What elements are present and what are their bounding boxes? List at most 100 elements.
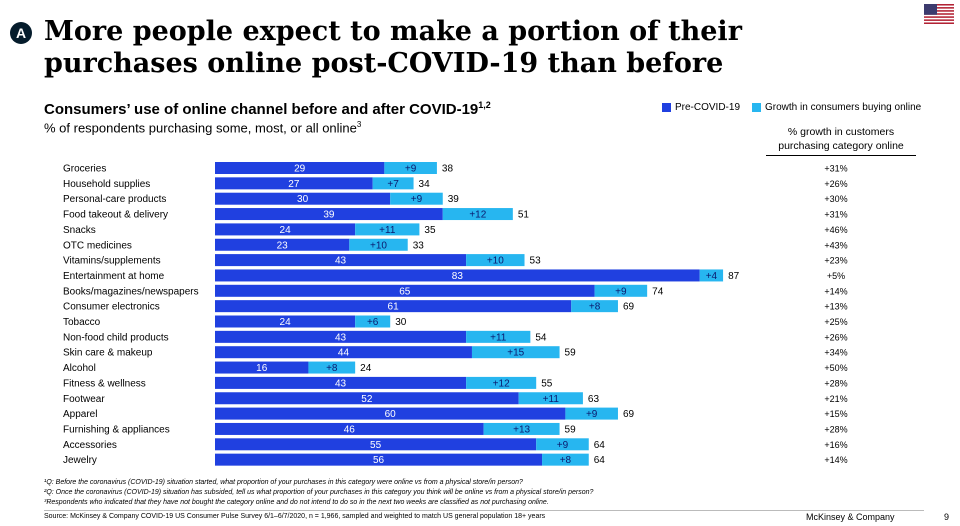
growth-value-label: +9 [586, 409, 598, 420]
total-value-label: 63 [588, 394, 600, 405]
bar-growth [372, 177, 414, 190]
us-flag-icon [924, 4, 954, 24]
bar-pre-covid [215, 208, 443, 221]
bar-pre-covid [215, 223, 356, 236]
total-value-label: 34 [419, 179, 431, 190]
legend-pre-label: Pre-COVID-19 [675, 102, 741, 113]
category-label: Skin care & makeup [63, 348, 153, 359]
growth-percent-label: +23% [824, 256, 847, 266]
growth-percent-label: +50% [824, 363, 847, 373]
bar-pre-covid [215, 192, 391, 205]
bar-growth [699, 269, 724, 282]
total-value-label: 38 [442, 164, 454, 175]
pre-value-label: 43 [335, 332, 347, 343]
bar-pre-covid [215, 162, 385, 174]
growth-percent-label: +13% [824, 302, 847, 312]
total-value-label: 39 [448, 194, 460, 205]
total-value-label: 64 [594, 440, 606, 451]
total-value-label: 74 [652, 286, 664, 297]
bar-growth [565, 407, 618, 420]
bar-pre-covid [215, 346, 472, 359]
pre-value-label: 60 [385, 409, 397, 420]
total-value-label: 30 [395, 317, 407, 328]
page-title: More people expect to make a portion of … [44, 16, 742, 79]
total-value-label: 69 [623, 409, 635, 420]
pre-value-label: 29 [294, 164, 306, 175]
category-label: Vitamins/supplements [63, 256, 161, 267]
pre-value-label: 44 [338, 348, 350, 359]
growth-percent-label: +26% [824, 332, 847, 342]
growth-value-label: +8 [326, 363, 338, 374]
category-label: Alcohol [63, 363, 96, 374]
category-label: Entertainment at home [63, 271, 165, 282]
pre-value-label: 55 [370, 440, 382, 451]
growth-value-label: +13 [513, 424, 530, 435]
growth-percent-label: +16% [824, 440, 847, 450]
legend-pre: Pre-COVID-19 [662, 102, 740, 113]
category-label: Household supplies [63, 179, 150, 190]
growth-percent-label: +31% [824, 210, 847, 220]
growth-header-line1: % growth in customers [787, 126, 895, 138]
category-label: Groceries [63, 164, 106, 175]
growth-percent-label: +14% [824, 286, 847, 296]
growth-percent-label: +28% [824, 424, 847, 434]
bar-growth [355, 315, 391, 328]
growth-value-label: +9 [411, 194, 423, 205]
growth-value-label: +9 [557, 440, 569, 451]
category-label: Tobacco [63, 317, 101, 328]
growth-value-label: +12 [493, 378, 510, 389]
bar-growth [594, 284, 648, 297]
growth-value-label: +11 [543, 394, 560, 405]
pre-value-label: 24 [280, 225, 292, 236]
category-label: Footwear [63, 394, 105, 405]
bar-pre-covid [215, 376, 467, 389]
legend-pre-swatch [662, 103, 671, 112]
growth-column-header: % growth in customers purchasing categor… [766, 125, 916, 156]
bar-pre-covid [215, 361, 309, 374]
growth-percent-label: +5% [827, 271, 845, 281]
bar-growth [471, 346, 560, 359]
pre-value-label: 23 [277, 240, 289, 251]
growth-percent-label: +21% [824, 394, 847, 404]
growth-value-label: +7 [387, 179, 399, 190]
growth-percent-label: +43% [824, 240, 847, 250]
bar-growth [384, 162, 437, 174]
total-value-label: 87 [728, 271, 740, 282]
pre-value-label: 43 [335, 378, 347, 389]
footnote-2: ²Q: Once the coronavirus (COVID-19) situ… [44, 489, 594, 496]
growth-value-label: +11 [379, 225, 396, 236]
bar-pre-covid [215, 177, 373, 190]
legend-growth-swatch [752, 103, 761, 112]
bar-pre-covid [215, 330, 467, 343]
total-value-label: 54 [535, 332, 547, 343]
total-value-label: 64 [594, 455, 606, 466]
bar-growth [308, 361, 356, 374]
chart-subtitle: % of respondents purchasing some, most, … [44, 120, 362, 136]
bar-growth [518, 392, 583, 405]
pre-value-label: 83 [452, 271, 464, 282]
bar-pre-covid [215, 254, 467, 267]
bar-pre-covid [215, 300, 572, 313]
pre-value-label: 61 [388, 302, 400, 313]
growth-percent-label: +15% [824, 409, 847, 419]
growth-value-label: +9 [615, 286, 627, 297]
bar-growth [542, 453, 589, 466]
growth-value-label: +6 [367, 317, 379, 328]
pre-value-label: 52 [361, 394, 373, 405]
bar-growth [571, 300, 618, 313]
category-label: Snacks [63, 225, 96, 236]
growth-value-label: +8 [560, 455, 572, 466]
bar-growth [466, 330, 531, 343]
growth-value-label: +8 [589, 302, 601, 313]
bar-growth [483, 422, 560, 435]
bar-pre-covid [215, 438, 537, 451]
total-value-label: 55 [541, 378, 553, 389]
bar-pre-covid [215, 422, 484, 435]
category-label: Consumer electronics [63, 302, 160, 313]
pre-value-label: 56 [373, 455, 385, 466]
total-value-label: 59 [565, 424, 577, 435]
pre-value-label: 24 [280, 317, 292, 328]
section-badge: A [10, 22, 32, 44]
footnotes: ¹Q: Before the coronavirus (COVID-19) si… [44, 478, 593, 508]
